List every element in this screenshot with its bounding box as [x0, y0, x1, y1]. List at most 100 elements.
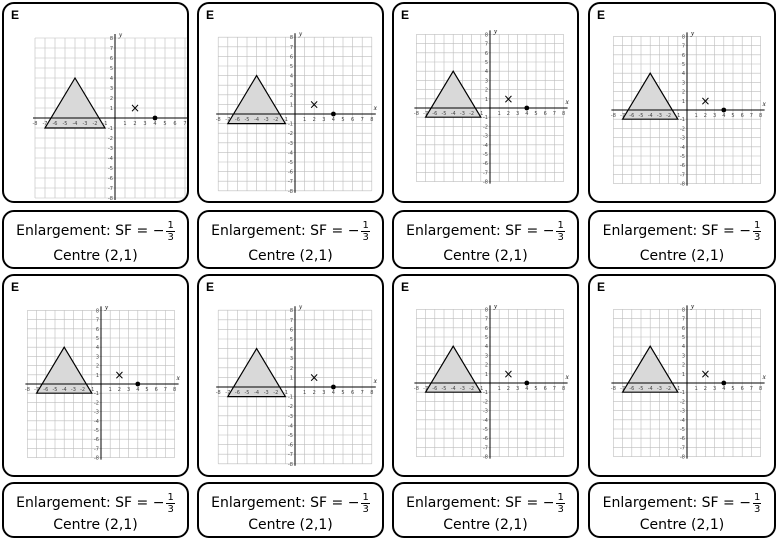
x-tick-label: 2: [507, 386, 510, 392]
y-tick-label: -5: [680, 427, 685, 433]
y-tick-label: 2: [290, 366, 293, 372]
x-tick-label: -3: [264, 390, 269, 396]
triangle-shape: [424, 345, 482, 393]
transformation-card-6: Enlargement: SF = −1 3 Centre (2,1): [197, 482, 384, 538]
x-tick-label: 7: [553, 386, 556, 392]
x-tick-label: 7: [750, 113, 753, 119]
y-tick-label: -6: [288, 170, 293, 176]
y-tick-label: -5: [94, 428, 99, 434]
y-tick-label: 3: [485, 353, 488, 359]
transformation-text: Enlargement: SF = −: [211, 223, 360, 239]
y-tick-label: 8: [682, 34, 685, 40]
x-tick-label: 3: [713, 113, 716, 119]
y-tick-label: 1: [96, 373, 99, 379]
point-marker: [331, 384, 336, 390]
x-tick-label: -6: [43, 387, 48, 393]
y-tick-label: -7: [288, 452, 293, 458]
x-tick-label: 1: [498, 386, 501, 392]
y-tick-label: -6: [288, 443, 293, 449]
y-tick-label: -2: [483, 124, 488, 130]
card-letter: E: [401, 280, 410, 294]
y-tick-label: 7: [290, 45, 293, 51]
y-tick-label: -3: [94, 410, 99, 416]
x-tick-label: 5: [534, 386, 537, 392]
y-tick-label: -2: [108, 136, 113, 142]
x-tick-label: -1: [478, 386, 483, 392]
point-marker: [721, 107, 727, 113]
y-tick-label: -6: [680, 436, 685, 442]
x-tick-label: -6: [235, 117, 240, 123]
graph-card-7: E x y -8 -7 -6 -5 -4 -3 -2 -1 1 2 3 4 5 6 7 8 8 7 6 5 4 3 2 1 -1 -2…: [392, 274, 579, 477]
x-tick-label: 1: [498, 111, 501, 117]
y-tick-label: -2: [288, 404, 293, 410]
y-tick-label: 5: [290, 64, 293, 70]
x-tick-label: -2: [469, 111, 474, 117]
point-marker: [135, 381, 141, 387]
y-tick-label: -3: [680, 409, 685, 415]
x-tick-label: -7: [43, 121, 48, 127]
graph-card-3: E x y -8 -7 -6 -5 -4 -3 -2 -1 1 2 3 4 5 6 7 8 8 7 6 5 4 3 2 1 -1 -2…: [392, 2, 579, 203]
y-tick-label: -6: [483, 436, 488, 442]
graph-card-8: E x y -8 -7 -6 -5 -4 -3 -2 -1 1 2 3 4 5 6 7 8 8 7 6 5 4 3 2 1 -1 -2…: [588, 274, 776, 477]
transformation-text: Enlargement: SF = −: [602, 495, 751, 511]
y-tick-label: -8: [680, 182, 685, 188]
x-tick-label: 6: [351, 117, 354, 123]
y-axis-label: y: [118, 31, 123, 39]
y-tick-label: -1: [94, 391, 99, 397]
triangle-shape: [226, 74, 287, 125]
card-letter: E: [11, 8, 20, 22]
triangle-shape: [424, 70, 482, 118]
y-tick-label: -4: [483, 143, 488, 149]
centre-text: Centre (2,1): [248, 248, 333, 264]
y-tick-label: 3: [485, 78, 488, 84]
y-tick-label: -5: [288, 433, 293, 439]
x-tick-label: -5: [639, 113, 644, 119]
x-axis-label: x: [565, 98, 570, 106]
centre-text: Centre (2,1): [639, 248, 725, 264]
y-tick-label: -1: [680, 117, 685, 123]
y-tick-label: 6: [682, 53, 685, 59]
y-tick-label: 8: [96, 308, 99, 314]
triangle-shape: [621, 345, 679, 393]
y-tick-label: 8: [485, 307, 488, 313]
y-tick-label: 4: [485, 344, 488, 350]
x-tick-label: -4: [648, 113, 653, 119]
x-tick-label: 5: [341, 390, 344, 396]
centre-cross-marker: ×: [309, 370, 319, 384]
x-tick-label: -7: [225, 390, 230, 396]
y-tick-label: -8: [680, 455, 685, 461]
y-tick-label: 8: [290, 35, 293, 41]
transformation-card-4: Enlargement: SF = −1 3 Centre (2,1): [588, 210, 776, 269]
x-tick-label: -2: [93, 121, 98, 127]
y-tick-label: 7: [682, 317, 685, 323]
centre-cross-marker: ×: [700, 94, 710, 108]
x-tick-label: -4: [648, 386, 653, 392]
x-tick-label: 6: [173, 121, 176, 127]
card-letter: E: [597, 8, 606, 22]
x-tick-label: 2: [313, 390, 316, 396]
y-axis-label: y: [298, 30, 303, 38]
y-tick-label: -5: [680, 154, 685, 160]
x-tick-label: 8: [370, 390, 373, 396]
x-tick-label: 8: [562, 386, 565, 392]
x-tick-label: 3: [516, 111, 519, 117]
graph-card-6: E x y -8 -7 -6 -5 -4 -3 -2 -1 1 2 3 4 5 6 7 8 8 7 6 5 4 3 2 1 -1 -2…: [197, 274, 384, 477]
y-tick-label: -3: [108, 146, 113, 152]
x-tick-label: 2: [704, 386, 707, 392]
x-tick-label: 4: [136, 387, 139, 393]
y-tick-label: -1: [108, 126, 113, 132]
card-letter: E: [206, 8, 215, 22]
y-tick-label: 4: [290, 347, 293, 353]
centre-text: Centre (2,1): [443, 248, 528, 264]
x-tick-label: 7: [361, 117, 364, 123]
x-tick-label: 3: [143, 121, 146, 127]
centre-text: Centre (2,1): [248, 517, 333, 533]
card-letter: E: [401, 8, 410, 22]
x-tick-label: -5: [245, 390, 250, 396]
y-axis-label: y: [690, 302, 695, 310]
x-tick-label: -7: [620, 386, 625, 392]
y-tick-label: 1: [110, 106, 113, 112]
